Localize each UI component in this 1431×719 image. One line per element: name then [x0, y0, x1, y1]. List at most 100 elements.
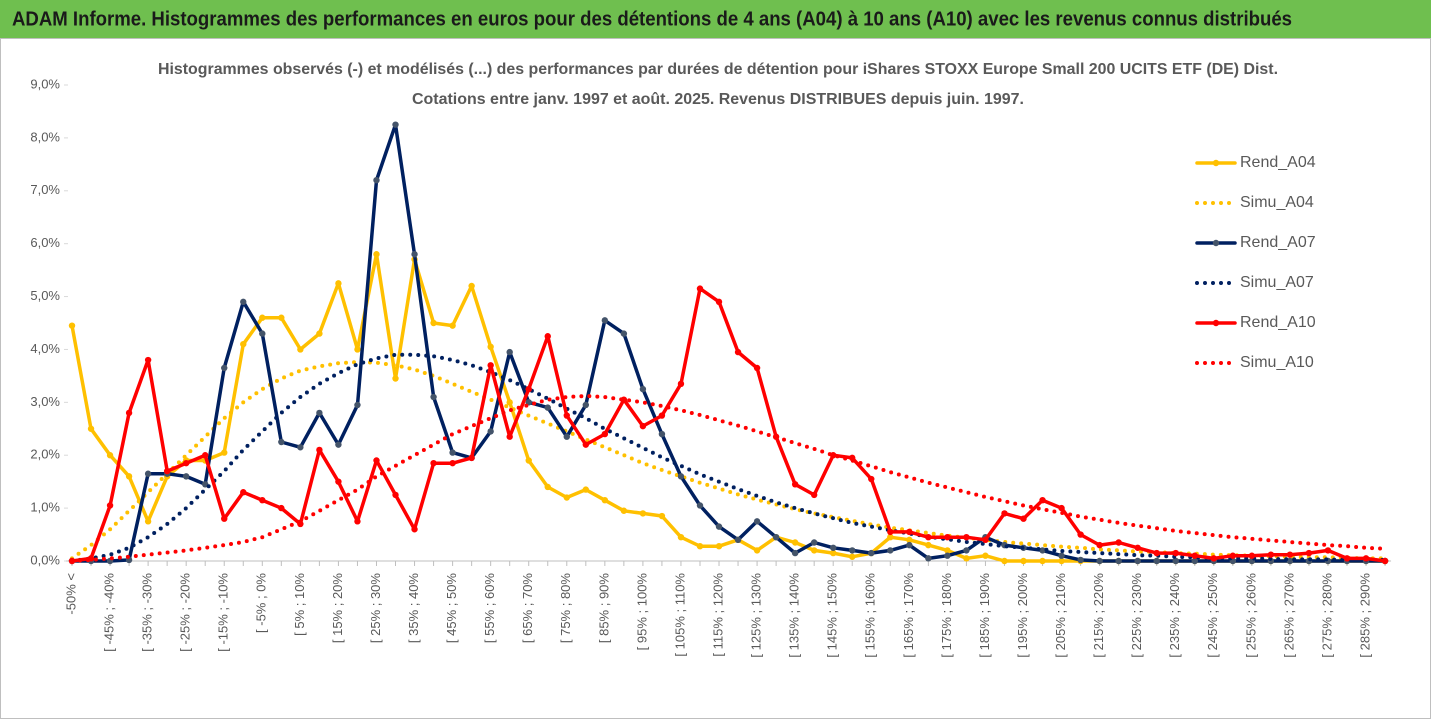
data-point: [411, 526, 418, 533]
data-point: [868, 475, 875, 483]
data-point: [373, 457, 380, 464]
x-tick-label: [ 125% ; 130%: [749, 573, 764, 658]
data-point: [1343, 555, 1351, 562]
data-point: [1248, 552, 1256, 559]
legend-marker: [1212, 319, 1220, 327]
data-point: [525, 457, 532, 464]
legend-label: Rend_A07: [1240, 234, 1316, 251]
data-point: [259, 314, 266, 321]
data-point: [221, 515, 228, 522]
data-point: [316, 330, 323, 337]
data-point: [734, 348, 742, 356]
data-point: [1153, 549, 1160, 557]
data-point: [1058, 504, 1065, 512]
data-point: [1381, 557, 1389, 565]
data-point: [563, 433, 570, 440]
y-tick-label: 7,0%: [30, 182, 60, 197]
title-bar: [0, 0, 1431, 38]
data-point: [430, 319, 437, 327]
data-point: [963, 534, 970, 541]
x-tick-label: [ 165% ; 170%: [901, 573, 916, 658]
x-tick-label: [ -45% ; -40%: [101, 573, 116, 652]
data-point: [696, 502, 704, 509]
data-point: [639, 510, 647, 517]
data-point: [906, 528, 913, 536]
data-point: [144, 356, 152, 364]
data-point: [506, 433, 513, 440]
x-tick-label: [ 85% ; 90%: [596, 573, 611, 644]
data-point: [696, 285, 704, 292]
data-point: [1115, 557, 1122, 565]
x-tick-label: [ 35% ; 40%: [406, 573, 421, 644]
data-point: [1362, 555, 1370, 562]
chart-title: ADAM Informe. Histogrammes des performan…: [12, 8, 1292, 30]
series-line: [70, 286, 1387, 563]
data-point: [563, 412, 570, 419]
data-point: [830, 544, 837, 551]
x-tick-label: [ 195% ; 200%: [1015, 573, 1030, 658]
data-point: [601, 430, 609, 438]
x-tick-label: [ -25% ; -20%: [178, 573, 193, 652]
data-point: [925, 541, 932, 549]
data-point: [182, 459, 190, 467]
data-point: [240, 340, 247, 348]
data-point: [1039, 557, 1046, 565]
x-tick-label: [ 95% ; 100%: [634, 573, 649, 651]
data-point: [849, 547, 856, 554]
data-point: [868, 549, 875, 557]
legend-label: Simu_A07: [1240, 274, 1314, 291]
data-point: [1153, 557, 1160, 565]
data-point: [278, 438, 285, 446]
x-tick-label: [ 265% ; 270%: [1281, 573, 1296, 658]
data-point: [1210, 555, 1218, 562]
data-point: [144, 470, 152, 477]
series-line: [70, 352, 1388, 563]
data-point: [506, 348, 513, 356]
data-point: [525, 385, 532, 393]
x-tick-label: [ 145% ; 150%: [825, 573, 840, 658]
data-point: [1324, 547, 1332, 554]
data-point: [487, 362, 494, 369]
legend-marker: [1212, 159, 1220, 167]
data-point: [677, 380, 685, 388]
x-tick-label: [ 175% ; 180%: [939, 573, 954, 658]
data-point: [259, 330, 266, 337]
data-point: [1058, 552, 1065, 559]
data-point: [106, 502, 114, 509]
data-point: [297, 346, 304, 353]
data-point: [87, 425, 95, 432]
data-point: [430, 459, 437, 467]
data-point: [297, 444, 304, 451]
data-point: [791, 549, 799, 557]
data-point: [925, 555, 932, 562]
data-point: [601, 317, 609, 324]
x-tick-label: [ 215% ; 220%: [1091, 573, 1106, 658]
data-point: [830, 549, 837, 557]
data-point: [620, 507, 628, 514]
data-point: [1305, 549, 1313, 557]
series-line: [70, 394, 1388, 563]
data-point: [677, 473, 685, 480]
legend-label: Simu_A10: [1240, 354, 1314, 371]
data-point: [221, 364, 228, 372]
data-point: [658, 430, 666, 438]
data-point: [906, 541, 913, 549]
data-point: [753, 364, 761, 372]
x-tick-label: [ -5% ; 0%: [254, 573, 269, 633]
data-point: [240, 298, 247, 306]
legend-label: Simu_A04: [1240, 194, 1314, 211]
data-point: [468, 454, 475, 462]
data-point: [944, 552, 951, 559]
data-point: [392, 375, 399, 382]
data-point: [163, 467, 171, 475]
data-point: [392, 491, 399, 499]
x-tick-label: [ -35% ; -30%: [140, 573, 155, 652]
data-point: [1096, 557, 1103, 565]
data-point: [335, 441, 342, 448]
data-point: [449, 449, 456, 456]
y-tick-label: 9,0%: [30, 76, 60, 91]
data-point: [1172, 557, 1179, 565]
data-point: [125, 409, 133, 417]
data-point: [849, 553, 856, 560]
